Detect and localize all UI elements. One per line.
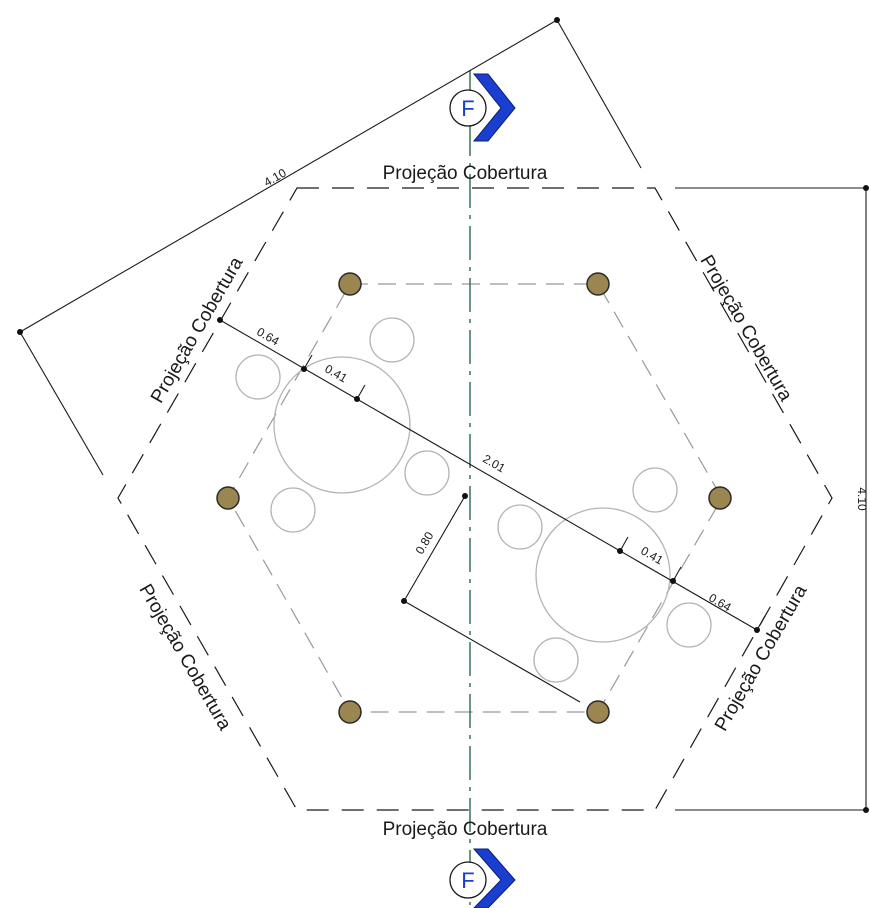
large-circle-right — [535, 507, 671, 643]
dimension-label: 4.10 — [261, 165, 289, 189]
post — [338, 272, 362, 296]
roof-label-top: Projeção Cobertura — [383, 163, 548, 184]
post — [338, 700, 362, 724]
small-circle — [497, 504, 543, 550]
circles-group — [235, 317, 712, 683]
roof-projection-outline — [117, 187, 833, 811]
small-circle — [533, 637, 579, 683]
large-circle-left — [273, 356, 411, 494]
post — [708, 486, 732, 510]
dimension-diagonal-overall: 4.10 — [17, 17, 642, 476]
roof-label-upper-right: Projeção Cobertura — [695, 252, 796, 406]
dimension-label: 0.64 — [254, 325, 282, 349]
dimension-label: 0.64 — [706, 591, 734, 615]
section-arrow-icon — [472, 73, 516, 142]
post — [216, 486, 240, 510]
section-marker-label: F — [461, 96, 474, 121]
dimension-vertical-overall: 4.10 — [675, 185, 869, 813]
dimension-chain-diagonal: 0.64 0.41 2.01 0.41 0.64 — [217, 317, 766, 633]
section-marker-top: F — [449, 73, 516, 142]
dimension-label: 0.80 — [413, 529, 437, 557]
roof-label-bottom: Projeção Cobertura — [383, 819, 548, 840]
section-arrow-icon — [472, 848, 516, 908]
small-circle — [369, 317, 415, 363]
post — [586, 272, 610, 296]
post — [586, 700, 610, 724]
section-marker-bottom: F — [449, 848, 516, 908]
small-circle — [270, 487, 316, 533]
small-circle — [235, 354, 281, 400]
small-circle — [666, 602, 712, 648]
small-circle — [404, 450, 450, 496]
posts-group — [216, 272, 732, 724]
roof-label-upper-left: Projeção Cobertura — [147, 253, 248, 407]
section-marker-label: F — [461, 868, 474, 893]
small-circle — [632, 467, 678, 513]
post-alignment-outline — [227, 283, 723, 713]
roof-label-lower-left: Projeção Cobertura — [134, 581, 235, 735]
dimension-offset: 0.80 — [401, 493, 581, 703]
dimension-label: 4.10 — [855, 487, 869, 511]
dimension-label: 2.01 — [480, 452, 508, 476]
